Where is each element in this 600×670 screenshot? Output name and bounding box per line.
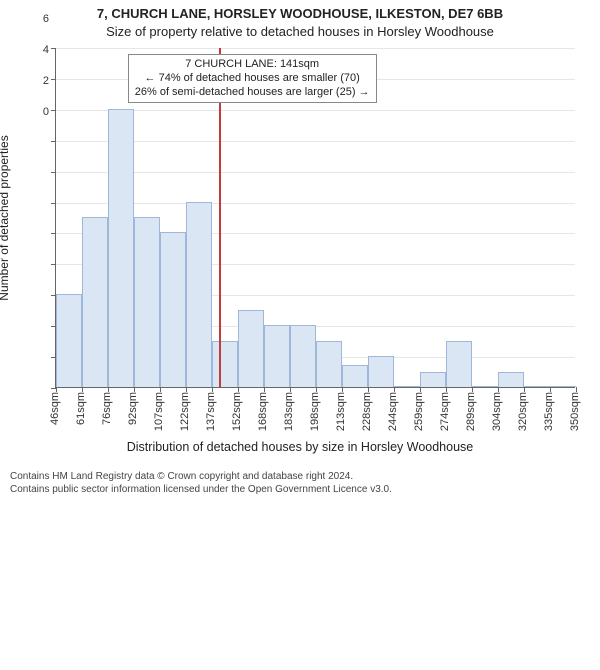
- chart-annotation-box: 7 CHURCH LANE: 141sqm ← 74% of detached …: [128, 54, 377, 103]
- x-tick-label: 152sqm: [231, 392, 243, 431]
- x-tick-label: 289sqm: [465, 392, 477, 431]
- chart-annotation-layer: 7 CHURCH LANE: 141sqm ← 74% of detached …: [56, 48, 575, 387]
- x-tick-label: 228sqm: [361, 392, 373, 431]
- annotation-line2: ← 74% of detached houses are smaller (70…: [135, 72, 370, 86]
- x-tick-label: 198sqm: [309, 392, 321, 431]
- x-tick-label: 107sqm: [153, 392, 165, 431]
- x-tick-label: 335sqm: [543, 392, 555, 431]
- x-tick-label: 350sqm: [569, 392, 581, 431]
- x-tick-label: 122sqm: [179, 392, 191, 431]
- chart-plot-area: 7 CHURCH LANE: 141sqm ← 74% of detached …: [55, 48, 575, 388]
- footer-attribution: Contains HM Land Registry data © Crown c…: [10, 470, 392, 496]
- footer-line2: Contains public sector information licen…: [10, 483, 392, 496]
- x-tick-label: 259sqm: [413, 392, 425, 431]
- x-tick-label: 244sqm: [387, 392, 399, 431]
- x-tick-label: 304sqm: [491, 392, 503, 431]
- annotation-line3: 26% of semi-detached houses are larger (…: [135, 86, 370, 100]
- annotation-line1: 7 CHURCH LANE: 141sqm: [135, 58, 370, 72]
- y-axis-label: Number of detached properties: [0, 53, 11, 218]
- x-tick-label: 46sqm: [49, 392, 61, 425]
- x-tick-label: 61sqm: [75, 392, 87, 425]
- page-title: 7, CHURCH LANE, HORSLEY WOODHOUSE, ILKES…: [0, 6, 600, 21]
- x-tick-label: 76sqm: [101, 392, 113, 425]
- x-tick-label: 168sqm: [257, 392, 269, 431]
- y-tick-label: 22: [19, 0, 49, 330]
- x-tick-label: 320sqm: [517, 392, 529, 431]
- x-axis-label: Distribution of detached houses by size …: [0, 440, 600, 454]
- x-tick-label: 183sqm: [283, 392, 295, 431]
- page-subtitle: Size of property relative to detached ho…: [0, 24, 600, 39]
- x-tick-label: 137sqm: [205, 392, 217, 431]
- x-tick-label: 213sqm: [335, 392, 347, 431]
- x-tick-label: 92sqm: [127, 392, 139, 425]
- x-tick-label: 274sqm: [439, 392, 451, 431]
- footer-line1: Contains HM Land Registry data © Crown c…: [10, 470, 392, 483]
